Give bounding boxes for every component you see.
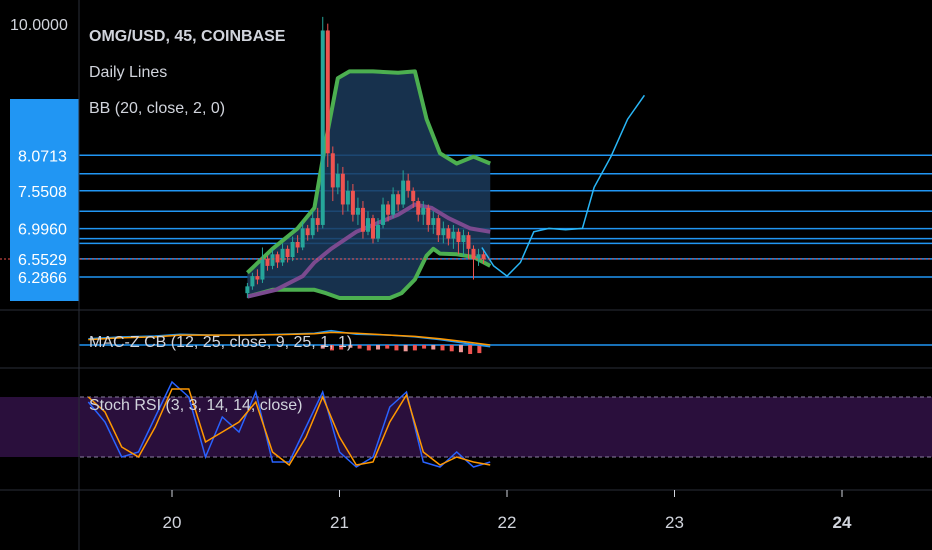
candle-body — [360, 207, 365, 232]
projection-line — [481, 94, 646, 278]
x-tick-label: 21 — [330, 513, 349, 532]
projection-path — [481, 94, 646, 278]
candle-body — [310, 218, 315, 236]
candle-body — [391, 194, 396, 215]
candle-body — [335, 173, 340, 188]
macd-histogram-bar — [440, 345, 445, 351]
price-pane[interactable] — [0, 16, 932, 300]
macd-histogram-bar — [422, 345, 427, 349]
candle-body — [446, 228, 451, 239]
candle-body — [320, 30, 325, 225]
price-tag-block — [10, 99, 79, 301]
candle-body — [365, 218, 370, 232]
macd-histogram-bar — [329, 345, 334, 351]
price-tag-label: 6.9960 — [18, 222, 67, 239]
candles — [245, 16, 486, 298]
candle-body — [245, 286, 250, 294]
candle-body — [456, 231, 461, 242]
macd-histogram-bar — [412, 345, 417, 351]
candle-body — [340, 173, 345, 205]
candle-body — [345, 190, 350, 205]
candle-body — [250, 276, 255, 287]
price-top-label: 10.0000 — [10, 17, 68, 34]
indicator-daily-lines[interactable]: Daily Lines — [89, 64, 167, 81]
symbol-header[interactable]: OMG/USD, 45, COINBASE — [89, 28, 286, 45]
macd-histogram-bar — [376, 345, 381, 350]
candle-body — [285, 248, 290, 258]
candle-body — [290, 242, 295, 258]
indicator-stoch-rsi[interactable]: Stoch RSI (3, 3, 14, 14, close) — [89, 397, 302, 414]
macd-histogram-bar — [339, 345, 344, 350]
candle-body — [381, 204, 386, 225]
candle-body — [451, 231, 456, 239]
stoch-k-line — [87, 380, 491, 468]
indicator-macz[interactable]: MAC-Z CB (12, 25, close, 9, 25, 1, 1) — [89, 334, 352, 351]
macd-histogram-bar — [468, 345, 473, 354]
price-tag-label: 8.0713 — [18, 148, 67, 165]
candle-body — [481, 254, 486, 260]
macd-histogram-bar — [477, 345, 482, 354]
candle-body — [441, 228, 446, 236]
candle-body — [436, 218, 441, 236]
price-tag-label: 6.5529 — [18, 252, 67, 269]
macd-histogram-bar — [357, 345, 362, 349]
candle-body — [401, 180, 406, 205]
candle-body — [386, 204, 391, 215]
candle-body — [466, 235, 471, 249]
macd-histogram-bar — [385, 345, 390, 349]
macd-histogram-bar — [458, 345, 463, 353]
macd-signal-line — [88, 331, 491, 346]
macd-histogram-bar — [394, 345, 399, 351]
bb-lower — [246, 246, 492, 300]
horizontal-lines — [79, 154, 932, 278]
candle-body — [255, 276, 260, 280]
x-tick-label: 22 — [498, 513, 517, 532]
candle-body — [396, 194, 401, 205]
candle-body — [371, 218, 375, 239]
x-tick-label: 20 — [163, 513, 182, 532]
macd-histogram-bar — [431, 345, 436, 350]
candle-body — [265, 259, 270, 266]
macd-histogram-bar — [403, 345, 408, 352]
candle-body — [315, 218, 320, 225]
macd-pane[interactable] — [79, 329, 932, 354]
x-tick-label: 23 — [665, 513, 684, 532]
candle-body — [280, 248, 285, 263]
time-axis[interactable]: 20 21 22 23 24 — [163, 490, 852, 532]
stoch-d-line — [87, 388, 491, 467]
candle-body — [275, 254, 280, 263]
candle-body — [325, 30, 330, 154]
candle-body — [355, 207, 360, 215]
candle-body — [476, 254, 481, 260]
candle-body — [406, 180, 411, 191]
stoch-rsi-pane[interactable] — [0, 380, 932, 468]
candle-body — [426, 207, 431, 225]
macd-histogram-bar — [348, 345, 353, 348]
candle-body — [260, 259, 265, 280]
bb-upper — [246, 69, 491, 275]
candle-body — [300, 228, 305, 248]
price-tag-label: 7.5508 — [18, 184, 67, 201]
candle-body — [295, 242, 300, 248]
candle-body — [376, 224, 381, 239]
candle-body — [416, 201, 421, 215]
candle-body — [350, 190, 355, 215]
macd-histogram-bar — [449, 345, 454, 352]
macd-histogram-bar — [366, 345, 371, 351]
price-tag-label: 6.2866 — [18, 270, 67, 287]
candle-body — [411, 190, 416, 202]
candle-body — [270, 254, 275, 266]
candle-body — [421, 207, 426, 215]
candle-body — [431, 218, 436, 225]
candle-body — [305, 228, 310, 236]
candle-body — [330, 153, 335, 188]
indicator-bb[interactable]: BB (20, close, 2, 0) — [89, 100, 225, 117]
candle-body — [471, 248, 476, 260]
candle-body — [461, 235, 466, 242]
macd-histogram-bar — [320, 345, 325, 349]
x-tick-label: 24 — [833, 513, 852, 532]
